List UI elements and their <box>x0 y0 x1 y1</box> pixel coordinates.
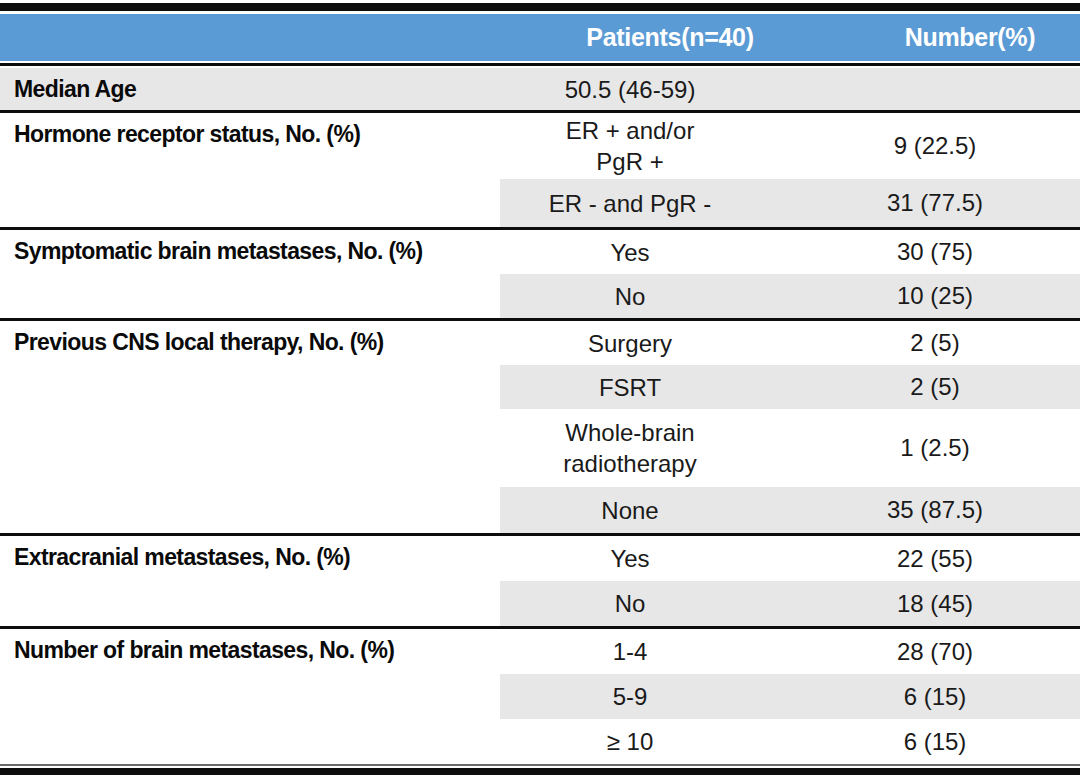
row-number: 6 (15) <box>760 719 1080 764</box>
row-number: 35 (87.5) <box>760 487 1080 533</box>
row-label <box>0 274 500 318</box>
header-cell-number: Number(%) <box>800 23 1080 52</box>
row-label: Median Age <box>0 68 500 110</box>
row-number: 30 (75) <box>760 230 1080 274</box>
row-number: 2 (5) <box>760 365 1080 409</box>
row-number: 6 (15) <box>760 674 1080 719</box>
row-label: Hormone receptor status, No. (%) <box>0 113 500 179</box>
row-value: Yes <box>500 230 760 274</box>
table-row: Extracranial metastases, No. (%) Yes 22 … <box>0 536 1080 581</box>
row-value: ER - and PgR - <box>500 179 760 227</box>
table-row: ≥ 10 6 (15) <box>0 719 1080 764</box>
table-row: 5-9 6 (15) <box>0 674 1080 719</box>
row-number: 9 (22.5) <box>760 113 1080 179</box>
row-label <box>0 409 500 487</box>
table-row: Whole-brain radiotherapy 1 (2.5) <box>0 409 1080 487</box>
header-row: Patients(n=40) Number(%) <box>0 14 1080 61</box>
row-value: 50.5 (46-59) <box>500 68 760 110</box>
patient-characteristics-table: Patients(n=40) Number(%) Median Age 50.5… <box>0 3 1080 781</box>
row-value: 5-9 <box>500 674 760 719</box>
table-row: Number of brain metastases, No. (%) 1-4 … <box>0 629 1080 674</box>
row-label <box>0 365 500 409</box>
row-label: Extracranial metastases, No. (%) <box>0 536 500 581</box>
row-label: Previous CNS local therapy, No. (%) <box>0 321 500 365</box>
row-number: 22 (55) <box>760 536 1080 581</box>
table-row: FSRT 2 (5) <box>0 365 1080 409</box>
table-row: Hormone receptor status, No. (%) ER + an… <box>0 113 1080 179</box>
row-number: 31 (77.5) <box>760 179 1080 227</box>
row-value: ER + and/or PgR + <box>500 113 760 179</box>
table-row: Symptomatic brain metastases, No. (%) Ye… <box>0 230 1080 274</box>
table-row: No 18 (45) <box>0 581 1080 626</box>
row-label: Symptomatic brain metastases, No. (%) <box>0 230 500 274</box>
row-label <box>0 487 500 533</box>
row-value: Whole-brain radiotherapy <box>500 409 760 487</box>
section-number-of-brain-metastases: Number of brain metastases, No. (%) 1-4 … <box>0 629 1080 764</box>
row-label <box>0 179 500 227</box>
row-number <box>760 68 1080 110</box>
section-median-age: Median Age 50.5 (46-59) <box>0 68 1080 110</box>
row-number: 10 (25) <box>760 274 1080 318</box>
table-bottom-border <box>0 768 1080 775</box>
section-hormone-receptor-status: Hormone receptor status, No. (%) ER + an… <box>0 113 1080 227</box>
table-row: Median Age 50.5 (46-59) <box>0 68 1080 110</box>
header-cell-patients: Patients(n=40) <box>500 23 800 52</box>
table-row: No 10 (25) <box>0 274 1080 318</box>
section-previous-cns-local-therapy: Previous CNS local therapy, No. (%) Surg… <box>0 321 1080 533</box>
row-value: No <box>500 274 760 318</box>
table-top-border <box>0 3 1080 11</box>
row-value: 1-4 <box>500 629 760 674</box>
table-row: ER - and PgR - 31 (77.5) <box>0 179 1080 227</box>
row-value: None <box>500 487 760 533</box>
row-label <box>0 674 500 719</box>
row-value: FSRT <box>500 365 760 409</box>
row-number: 1 (2.5) <box>760 409 1080 487</box>
row-value: Surgery <box>500 321 760 365</box>
row-label: Number of brain metastases, No. (%) <box>0 629 500 674</box>
row-value: ≥ 10 <box>500 719 760 764</box>
row-label <box>0 719 500 764</box>
row-number: 18 (45) <box>760 581 1080 626</box>
row-label <box>0 581 500 626</box>
row-value: No <box>500 581 760 626</box>
table-row: None 35 (87.5) <box>0 487 1080 533</box>
row-number: 2 (5) <box>760 321 1080 365</box>
table-row: Previous CNS local therapy, No. (%) Surg… <box>0 321 1080 365</box>
row-value: Yes <box>500 536 760 581</box>
section-extracranial-metastases: Extracranial metastases, No. (%) Yes 22 … <box>0 536 1080 626</box>
section-symptomatic-brain-metastases: Symptomatic brain metastases, No. (%) Ye… <box>0 230 1080 318</box>
separator <box>0 63 1080 66</box>
row-number: 28 (70) <box>760 629 1080 674</box>
